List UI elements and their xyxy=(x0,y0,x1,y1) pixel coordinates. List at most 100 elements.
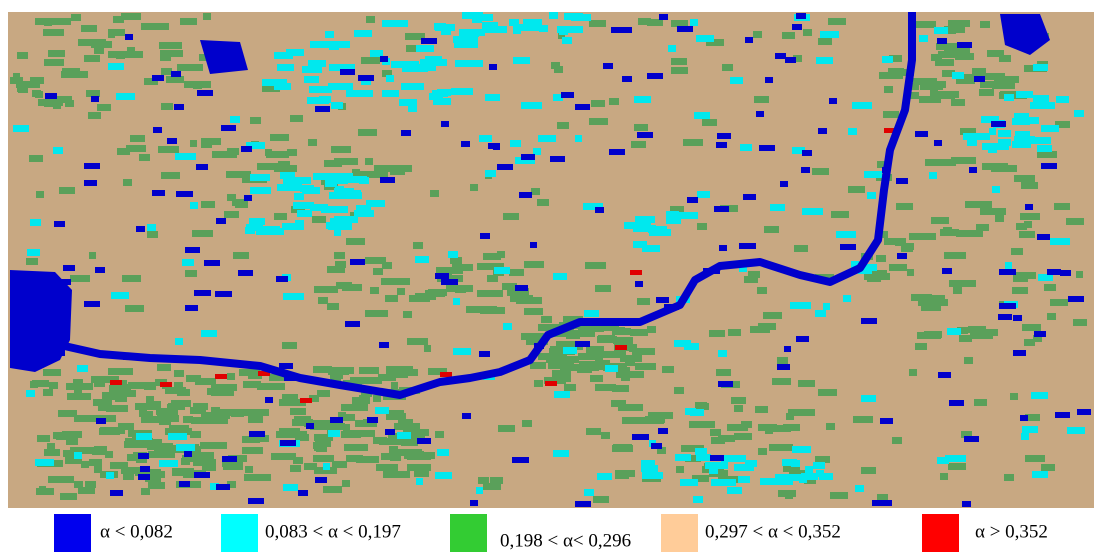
pixel xyxy=(637,132,653,138)
pixel-cluster xyxy=(331,146,351,153)
pixel xyxy=(461,141,470,147)
pixel-cluster xyxy=(227,373,235,380)
pixel xyxy=(818,128,827,134)
pixel-cluster xyxy=(91,41,112,48)
pixel-cluster xyxy=(276,431,292,438)
pixel xyxy=(493,144,500,150)
pixel xyxy=(848,128,857,135)
pixel xyxy=(595,384,616,391)
pixel xyxy=(631,141,646,148)
pixel-cluster xyxy=(94,380,105,387)
pixel xyxy=(938,51,956,58)
pixel-cluster xyxy=(1004,94,1014,101)
map xyxy=(8,12,1094,508)
pixel xyxy=(215,291,232,297)
pixel-cluster xyxy=(630,329,648,336)
pixel xyxy=(59,187,75,194)
pixel xyxy=(625,359,635,366)
pixel xyxy=(397,432,411,439)
pixel xyxy=(949,400,964,406)
pixel xyxy=(784,346,791,352)
pixel-cluster xyxy=(622,417,648,424)
pixel-cluster xyxy=(329,192,356,199)
pixel xyxy=(683,139,703,146)
pixel-cluster xyxy=(711,437,725,444)
pixel-cluster xyxy=(373,395,381,402)
pixel xyxy=(740,144,752,151)
pixel xyxy=(519,192,532,198)
pixel xyxy=(365,158,373,165)
pixel xyxy=(710,429,721,436)
pixel xyxy=(782,32,795,39)
pixel-cluster xyxy=(248,416,263,423)
pixel xyxy=(815,456,830,463)
pixel xyxy=(802,208,823,215)
pixel-cluster xyxy=(1011,248,1023,255)
pixel-cluster xyxy=(876,255,886,262)
pixel xyxy=(346,238,365,245)
pixel xyxy=(637,298,650,305)
pixel-cluster xyxy=(316,445,327,452)
pixel-cluster xyxy=(47,443,55,450)
pixel xyxy=(562,37,572,44)
pixel-cluster xyxy=(256,228,284,235)
pixel xyxy=(161,68,172,75)
legend-swatch xyxy=(661,514,698,552)
pixel xyxy=(613,444,632,451)
pixel xyxy=(855,485,864,492)
pixel xyxy=(796,336,809,342)
pixel-cluster xyxy=(159,42,182,49)
pixel-cluster xyxy=(601,432,610,439)
pixel-cluster xyxy=(167,404,178,411)
pixel xyxy=(422,452,435,459)
pixel-cluster xyxy=(293,457,303,464)
pixel-cluster xyxy=(721,455,746,462)
pixel-cluster xyxy=(245,409,269,416)
pixel-cluster xyxy=(277,184,302,191)
pixel xyxy=(716,142,727,148)
pixel-cluster xyxy=(435,24,455,31)
pixel xyxy=(197,90,213,96)
pixel xyxy=(283,293,304,300)
pixel xyxy=(521,154,535,160)
pixel xyxy=(330,417,343,423)
pixel-cluster xyxy=(557,26,583,33)
pixel xyxy=(435,273,449,279)
pixel-cluster xyxy=(274,165,297,172)
pixel-cluster xyxy=(571,14,591,21)
pixel xyxy=(95,267,105,273)
pixel xyxy=(192,230,213,237)
pixel xyxy=(483,483,501,490)
pixel xyxy=(554,66,563,73)
pixel-cluster xyxy=(1024,221,1032,228)
pixel xyxy=(901,245,913,252)
pixel xyxy=(940,473,948,480)
pixel xyxy=(801,167,810,173)
pixel-cluster xyxy=(613,337,630,344)
pixel-cluster xyxy=(297,210,312,217)
pixel xyxy=(340,69,355,75)
pixel-cluster xyxy=(884,86,893,93)
pixel xyxy=(962,501,971,507)
pixel xyxy=(615,345,627,350)
pixel xyxy=(175,153,196,160)
pixel-cluster xyxy=(1016,117,1039,124)
pixel xyxy=(818,38,832,45)
pixel xyxy=(503,213,519,220)
pixel xyxy=(110,490,123,496)
pixel xyxy=(102,392,115,399)
pixel xyxy=(250,117,261,124)
pixel xyxy=(106,472,114,479)
pixel xyxy=(632,434,649,440)
pixel xyxy=(74,452,82,459)
pixel-cluster xyxy=(108,368,133,375)
pixel xyxy=(595,207,604,213)
pixel xyxy=(323,486,342,493)
pixel xyxy=(270,134,289,141)
pixel xyxy=(159,460,178,467)
pixel xyxy=(930,299,948,306)
pixel-cluster xyxy=(767,478,793,485)
pixel-cluster xyxy=(769,444,793,451)
pixel xyxy=(389,446,398,453)
albedo-map-figure: α < 0,0820,083 < α < 0,1970,198 < α< 0,2… xyxy=(0,0,1104,554)
